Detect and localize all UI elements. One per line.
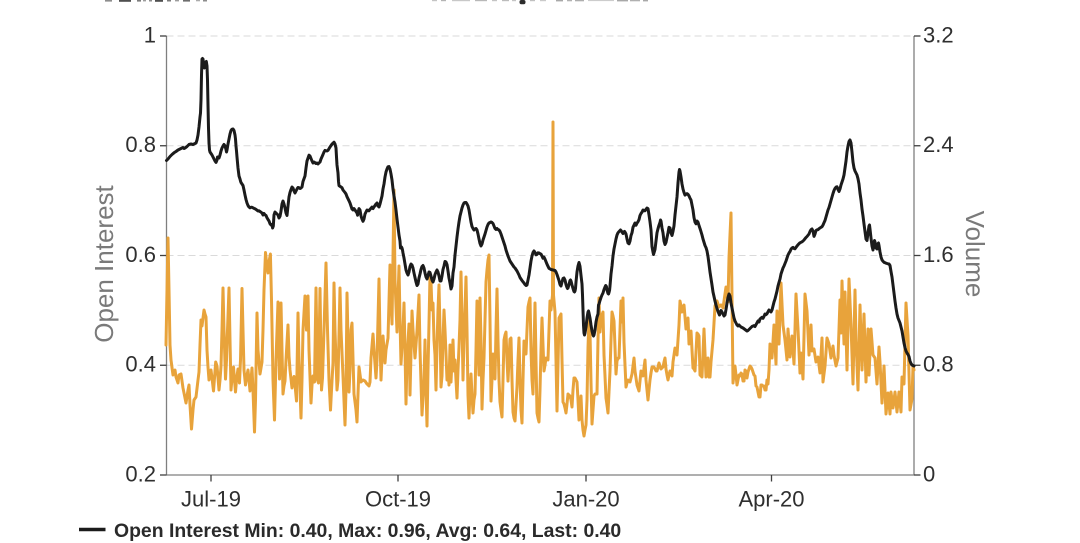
svg-text:2.4: 2.4 bbox=[923, 132, 954, 157]
svg-text:1: 1 bbox=[144, 22, 156, 47]
svg-text:Open Interest: Open Interest bbox=[89, 184, 119, 342]
svg-text:Apr-20: Apr-20 bbox=[738, 487, 804, 512]
svg-text:Jul-19: Jul-19 bbox=[181, 487, 241, 512]
svg-text:Jan-20: Jan-20 bbox=[552, 487, 619, 512]
svg-text:0: 0 bbox=[923, 461, 935, 486]
svg-text:0.8: 0.8 bbox=[923, 352, 954, 377]
svg-text:Oct-19: Oct-19 bbox=[365, 487, 431, 512]
svg-text:Volume: Volume bbox=[960, 211, 990, 298]
svg-text:0.2: 0.2 bbox=[125, 461, 156, 486]
svg-text:0.8: 0.8 bbox=[125, 132, 156, 157]
svg-text:Open Interest Min: 0.40, Max:: Open Interest Min: 0.40, Max: 0.96, Avg:… bbox=[114, 520, 621, 542]
svg-text:1.6: 1.6 bbox=[923, 242, 954, 267]
svg-text:0.4: 0.4 bbox=[125, 352, 156, 377]
svg-text:3.2: 3.2 bbox=[923, 22, 954, 47]
svg-text:0.6: 0.6 bbox=[125, 242, 156, 267]
